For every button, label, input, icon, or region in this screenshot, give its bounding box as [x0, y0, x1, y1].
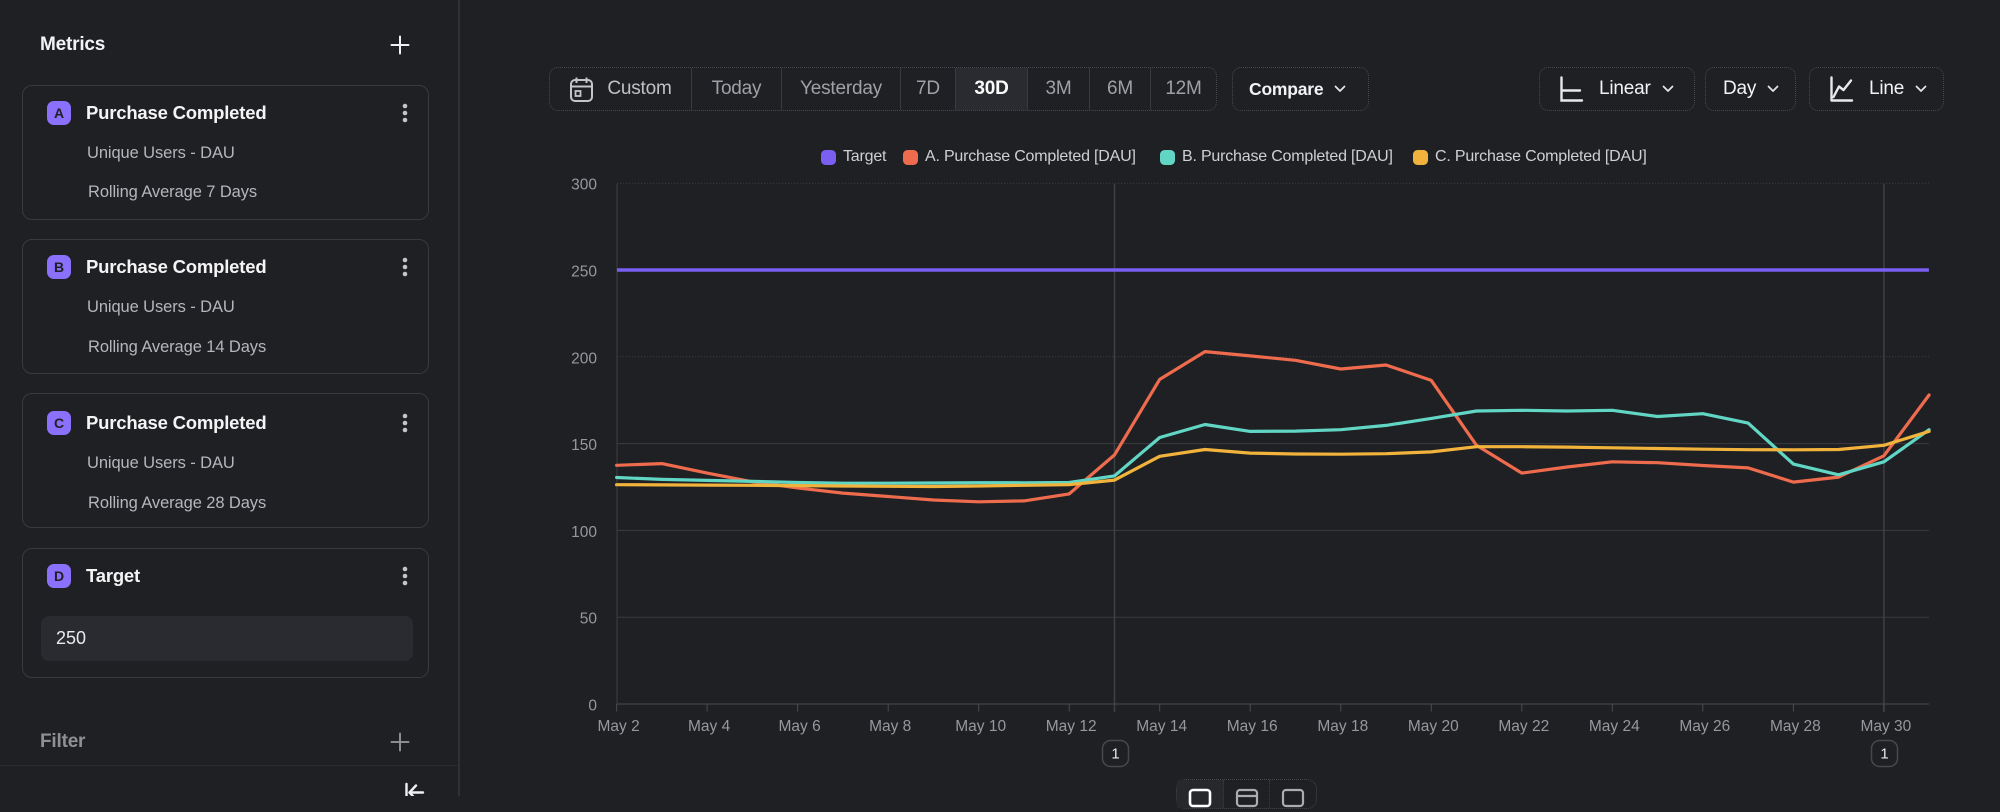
svg-text:May 30: May 30 — [1860, 718, 1911, 735]
svg-text:150: 150 — [571, 437, 597, 454]
svg-text:300: 300 — [571, 177, 597, 194]
svg-text:May 4: May 4 — [688, 718, 731, 735]
svg-text:250: 250 — [571, 264, 597, 281]
svg-text:May 12: May 12 — [1046, 718, 1097, 735]
svg-text:50: 50 — [580, 611, 598, 628]
svg-text:May 2: May 2 — [597, 718, 639, 735]
svg-text:May 24: May 24 — [1589, 718, 1640, 735]
svg-text:May 6: May 6 — [778, 718, 820, 735]
svg-text:May 14: May 14 — [1136, 718, 1187, 735]
svg-text:May 18: May 18 — [1317, 718, 1368, 735]
svg-text:1: 1 — [1111, 746, 1119, 763]
svg-text:100: 100 — [571, 524, 597, 541]
svg-text:200: 200 — [571, 350, 597, 367]
svg-text:1: 1 — [1880, 746, 1888, 763]
svg-text:May 10: May 10 — [955, 718, 1006, 735]
svg-text:May 8: May 8 — [869, 718, 911, 735]
svg-text:May 20: May 20 — [1408, 718, 1459, 735]
svg-text:May 28: May 28 — [1770, 718, 1821, 735]
svg-text:May 16: May 16 — [1227, 718, 1278, 735]
svg-text:May 26: May 26 — [1679, 718, 1730, 735]
svg-text:May 22: May 22 — [1498, 718, 1549, 735]
svg-text:0: 0 — [588, 698, 597, 715]
